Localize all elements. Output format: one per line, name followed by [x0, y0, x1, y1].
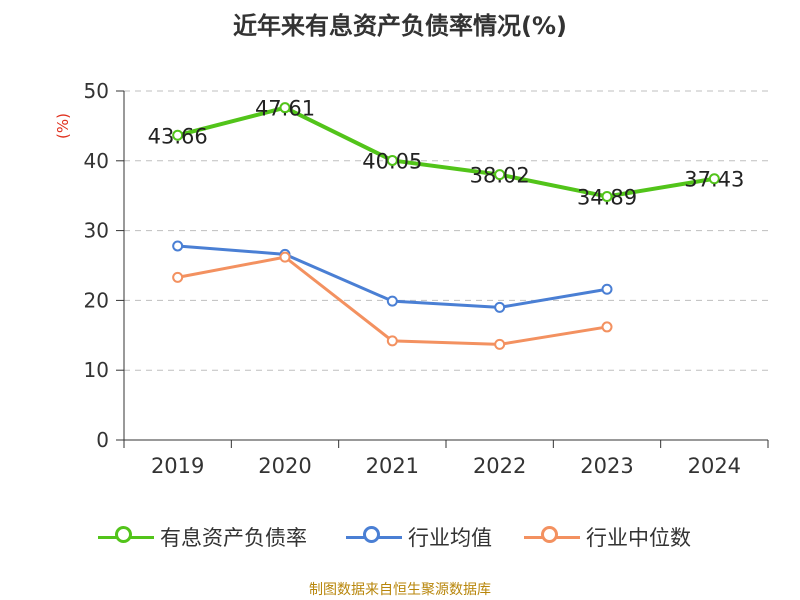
data-point[interactable] — [172, 129, 184, 141]
legend-marker-icon — [363, 526, 380, 543]
data-label: 40.05 — [362, 149, 422, 173]
data-label: 37.43 — [684, 168, 744, 192]
data-point[interactable] — [601, 321, 613, 333]
data-point[interactable] — [601, 283, 613, 295]
data-label: 43.66 — [148, 124, 208, 148]
x-tick-label: 2019 — [151, 454, 204, 478]
legend-marker-icon — [115, 526, 132, 543]
data-point[interactable] — [708, 173, 720, 185]
legend-label: 有息资产负债率 — [160, 526, 307, 550]
y-axis-label: (%) — [54, 113, 72, 139]
legend: 有息资产负债率 行业均值 行业中位数 — [0, 518, 800, 554]
x-tick-label: 2022 — [473, 454, 526, 478]
data-point[interactable] — [386, 335, 398, 347]
chart-title: 近年来有息资产负债率情况(%) — [233, 12, 567, 40]
data-label: 34.89 — [577, 185, 637, 209]
x-tick-label: 2024 — [688, 454, 741, 478]
data-point[interactable] — [494, 301, 506, 313]
data-point[interactable] — [279, 251, 291, 263]
legend-label: 行业均值 — [408, 526, 492, 550]
legend-marker-icon — [541, 526, 558, 543]
y-tick-label: 10 — [84, 358, 109, 382]
y-tick-label: 20 — [84, 288, 109, 312]
data-label: 38.02 — [470, 164, 530, 188]
data-point[interactable] — [601, 190, 613, 202]
data-point[interactable] — [279, 102, 291, 114]
x-tick-label: 2021 — [366, 454, 419, 478]
data-point[interactable] — [494, 169, 506, 181]
y-tick-label: 40 — [84, 149, 109, 173]
series-line — [177, 105, 715, 199]
y-tick-label: 50 — [84, 79, 109, 103]
legend-label: 行业中位数 — [586, 526, 691, 550]
data-point[interactable] — [386, 154, 398, 166]
source-note: 制图数据来自恒生聚源数据库 — [309, 582, 491, 598]
data-point[interactable] — [172, 240, 184, 252]
y-tick-label: 0 — [96, 428, 109, 452]
data-point[interactable] — [172, 271, 184, 283]
data-label: 47.61 — [255, 97, 315, 121]
data-point[interactable] — [386, 295, 398, 307]
y-tick-label: 30 — [84, 219, 109, 243]
x-tick-label: 2020 — [258, 454, 311, 478]
x-tick-label: 2023 — [580, 454, 633, 478]
data-point[interactable] — [494, 338, 506, 350]
